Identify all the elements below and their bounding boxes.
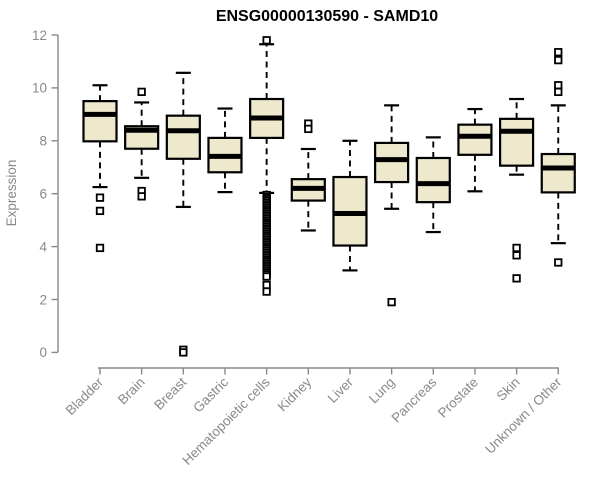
x-tick-label-pancreas: Pancreas	[388, 374, 439, 425]
iqr-box	[540, 152, 576, 194]
outlier-point	[137, 192, 146, 201]
x-tick-label-brain: Brain	[115, 375, 148, 408]
iqr-box	[457, 123, 493, 156]
y-tick-label: 12	[32, 28, 47, 43]
outlier-point	[387, 297, 396, 307]
y-tick-label: 0	[39, 345, 47, 360]
outlier-point	[304, 124, 313, 134]
y-axis-label: Expression	[4, 160, 19, 227]
x-tick-label-skin: Skin	[494, 375, 523, 404]
boxplot-bladder	[82, 84, 118, 253]
y-tick-label: 2	[39, 292, 47, 307]
outlier-point	[95, 243, 105, 253]
outlier-point	[262, 287, 271, 296]
x-tick-label-lung: Lung	[366, 375, 398, 407]
boxplot-lung	[374, 104, 410, 307]
iqr-box	[499, 117, 535, 167]
boxplot-liver	[332, 139, 368, 272]
iqr-box	[415, 156, 451, 204]
x-tick-label-kidney: Kidney	[275, 374, 315, 414]
iqr-box	[82, 100, 118, 143]
boxplot-skin	[499, 97, 535, 283]
boxplot-prostate	[457, 107, 493, 193]
outlier-point	[262, 280, 271, 290]
x-tick-label-gastric: Gastric	[190, 374, 231, 415]
y-tick-label: 4	[39, 239, 47, 254]
outlier-point	[179, 348, 188, 357]
boxplot-unknown-other	[540, 48, 576, 267]
outlier-point	[554, 81, 563, 90]
x-tick-label-prostate: Prostate	[435, 375, 481, 421]
y-tick-label: 6	[39, 187, 47, 202]
outlier-point	[554, 48, 563, 57]
x-tick-label-breast: Breast	[151, 374, 189, 412]
iqr-box	[374, 141, 410, 184]
x-tick-label-unknown-other: Unknown / Other	[482, 374, 565, 457]
boxplot-hematopoietic-cells	[249, 36, 285, 296]
outlier-point	[512, 251, 521, 260]
outlier-point	[95, 193, 105, 202]
outlier-point	[512, 243, 521, 253]
boxplot-gastric	[207, 107, 243, 194]
boxplot-breast	[165, 71, 201, 357]
y-tick-label: 8	[39, 134, 47, 149]
outlier-point	[95, 206, 105, 216]
chart-title: ENSG00000130590 - SAMD10	[216, 8, 438, 25]
outlier-point	[554, 55, 563, 65]
outlier-point	[512, 274, 521, 283]
outlier-point	[137, 87, 146, 97]
outlier-point	[262, 272, 271, 281]
boxplot-pancreas	[415, 136, 451, 234]
boxplot-kidney	[290, 119, 326, 232]
x-tick-label-bladder: Bladder	[63, 374, 107, 418]
outlier-point	[262, 36, 271, 45]
outlier-point	[554, 258, 563, 267]
outlier-point	[554, 87, 563, 97]
iqr-box	[165, 114, 201, 160]
y-tick-label: 10	[32, 81, 47, 96]
boxplot-brain	[124, 87, 160, 201]
x-tick-label-liver: Liver	[325, 374, 357, 406]
